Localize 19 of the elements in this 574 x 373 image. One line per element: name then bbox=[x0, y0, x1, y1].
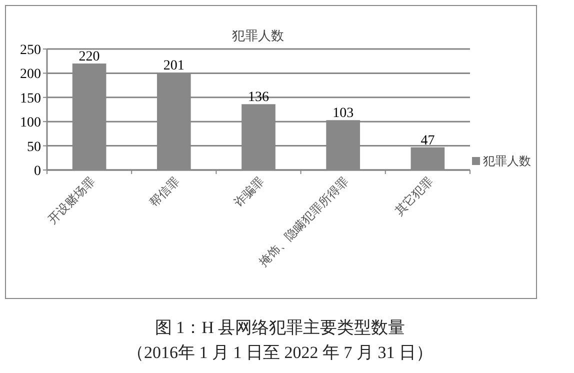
data-label: 220 bbox=[78, 50, 100, 65]
y-tick-label: 0 bbox=[34, 164, 41, 179]
y-tick-label: 200 bbox=[20, 67, 41, 82]
data-label: 201 bbox=[163, 58, 184, 74]
caption: 图 1：H 县网络犯罪主要类型数量 bbox=[154, 318, 406, 337]
chart-title: 犯罪人数 bbox=[232, 28, 284, 43]
y-tick-label: 250 bbox=[20, 43, 41, 58]
legend-label: 犯罪人数 bbox=[483, 154, 531, 168]
x-tick-label: 开设赌场罪 bbox=[45, 174, 98, 227]
y-tick-label: 100 bbox=[20, 116, 41, 131]
x-tick-label: 帮信罪 bbox=[146, 174, 182, 210]
x-tick-label: 其它犯罪 bbox=[392, 174, 436, 218]
data-label: 103 bbox=[332, 106, 354, 122]
text: （2016年 1 月 1 日至 2022 年 7 月 31 日） bbox=[127, 343, 433, 362]
y-tick-label: 50 bbox=[27, 140, 41, 155]
data-label: 136 bbox=[248, 90, 269, 106]
y-tick-label: 150 bbox=[20, 91, 41, 106]
x-tick-label: 诈骗罪 bbox=[231, 174, 267, 210]
data-label: 47 bbox=[420, 133, 435, 148]
